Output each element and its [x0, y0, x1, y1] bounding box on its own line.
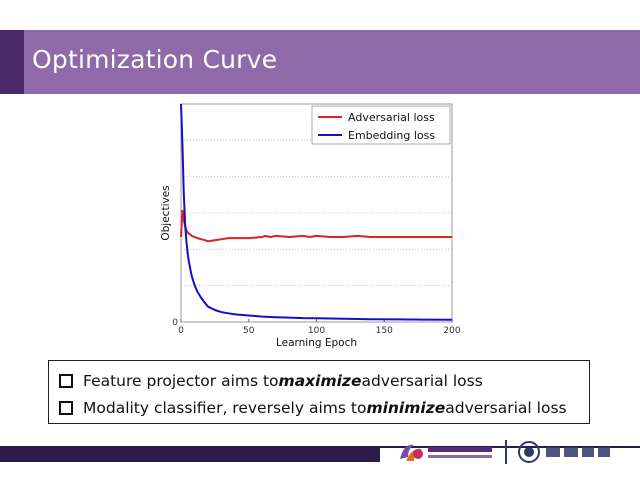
- x-tick-label: 50: [243, 326, 255, 336]
- bullet-box: Feature projector aims to maximize adver…: [48, 360, 590, 424]
- optimization-chart: 0 50 100 150 200 0 Learning Epoch Objectives Adv…: [160, 103, 461, 349]
- footer-bar: [0, 446, 380, 462]
- adversarial-loss-line: [180, 209, 452, 243]
- bullet-emphasis: minimize: [366, 399, 446, 417]
- bullet-emphasis: maximize: [278, 372, 362, 390]
- bullet-text: adversarial loss: [445, 399, 567, 417]
- embedding-loss-line: [180, 103, 453, 321]
- university-logo-icon: [518, 441, 610, 463]
- bullet-item: Feature projector aims to maximize adver…: [59, 370, 483, 392]
- legend-box: [311, 105, 451, 145]
- checkbox-icon: [59, 374, 73, 388]
- slide-title: Optimization Curve: [32, 45, 278, 74]
- x-axis-label: Learning Epoch: [276, 337, 357, 349]
- bullet-text: Feature projector aims to: [83, 372, 279, 390]
- y-tick-label: 0: [172, 318, 178, 328]
- y-axis-label: Objectives: [160, 185, 172, 240]
- bullet-text: Modality classifier, reversely aims to: [83, 399, 367, 417]
- checkbox-icon: [59, 401, 73, 415]
- legend-label: Adversarial loss: [348, 111, 435, 124]
- x-tick-label: 150: [376, 326, 393, 336]
- footer-line: [0, 446, 640, 448]
- bullet-text: adversarial loss: [361, 372, 483, 390]
- x-tick-label: 0: [178, 326, 184, 336]
- logo-divider: [505, 440, 507, 464]
- title-bar: Optimization Curve: [0, 30, 640, 94]
- legend-label: Embedding loss: [348, 129, 435, 142]
- x-tick-label: 100: [308, 326, 325, 336]
- center-logo-icon: [400, 444, 492, 461]
- title-accent: [0, 30, 24, 94]
- bullet-item: Modality classifier, reversely aims to m…: [59, 397, 567, 419]
- x-tick-label: 200: [443, 326, 460, 336]
